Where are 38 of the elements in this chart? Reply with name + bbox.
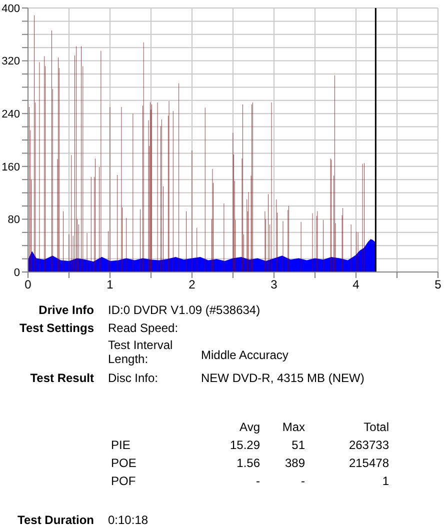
- text: 51: [292, 438, 305, 452]
- text: 1.56: [236, 456, 260, 470]
- text: 389: [284, 456, 305, 470]
- x-tick-label: 0: [24, 278, 32, 292]
- text: 263733: [348, 438, 389, 452]
- x-tick-label: 5: [434, 278, 442, 292]
- text: Max: [282, 420, 305, 434]
- y-tick-label: 400: [2, 2, 20, 15]
- y-tick-label: 160: [2, 161, 20, 174]
- text: Test Settings: [18, 321, 94, 335]
- text: ID:0 DVDR V1.09 (#538634): [108, 303, 262, 317]
- x-tick-label: 2: [188, 278, 196, 292]
- text: 1: [381, 474, 389, 488]
- text: Disc Info:: [108, 371, 158, 385]
- text: Middle Accuracy: [201, 348, 290, 362]
- text: Test Interval Length:: [108, 338, 174, 366]
- text: Total: [362, 420, 389, 434]
- x-tick-label: 3: [270, 278, 278, 292]
- text: PIE: [111, 438, 132, 452]
- y-tick-label: 0: [14, 266, 20, 279]
- text: Avg: [238, 420, 260, 434]
- text: 0:10:18: [108, 513, 150, 527]
- y-tick-label: 240: [2, 108, 20, 121]
- text: 15.29: [228, 438, 260, 452]
- text: POE: [111, 456, 138, 470]
- text: Test Duration: [16, 513, 94, 527]
- text: Read Speed:: [108, 321, 180, 335]
- text: 215478: [348, 456, 389, 470]
- text: -: [301, 474, 305, 488]
- x-tick-label: 1: [106, 278, 114, 292]
- text: -: [255, 474, 260, 488]
- text: Drive Info: [38, 303, 94, 317]
- text: Test Result: [29, 371, 94, 385]
- x-tick-label: 4: [352, 278, 360, 292]
- text: NEW DVD-R, 4315 MB (NEW): [201, 371, 366, 385]
- y-tick-label: 80: [8, 214, 20, 226]
- text: POF: [111, 474, 137, 488]
- y-tick-label: 320: [2, 56, 20, 68]
